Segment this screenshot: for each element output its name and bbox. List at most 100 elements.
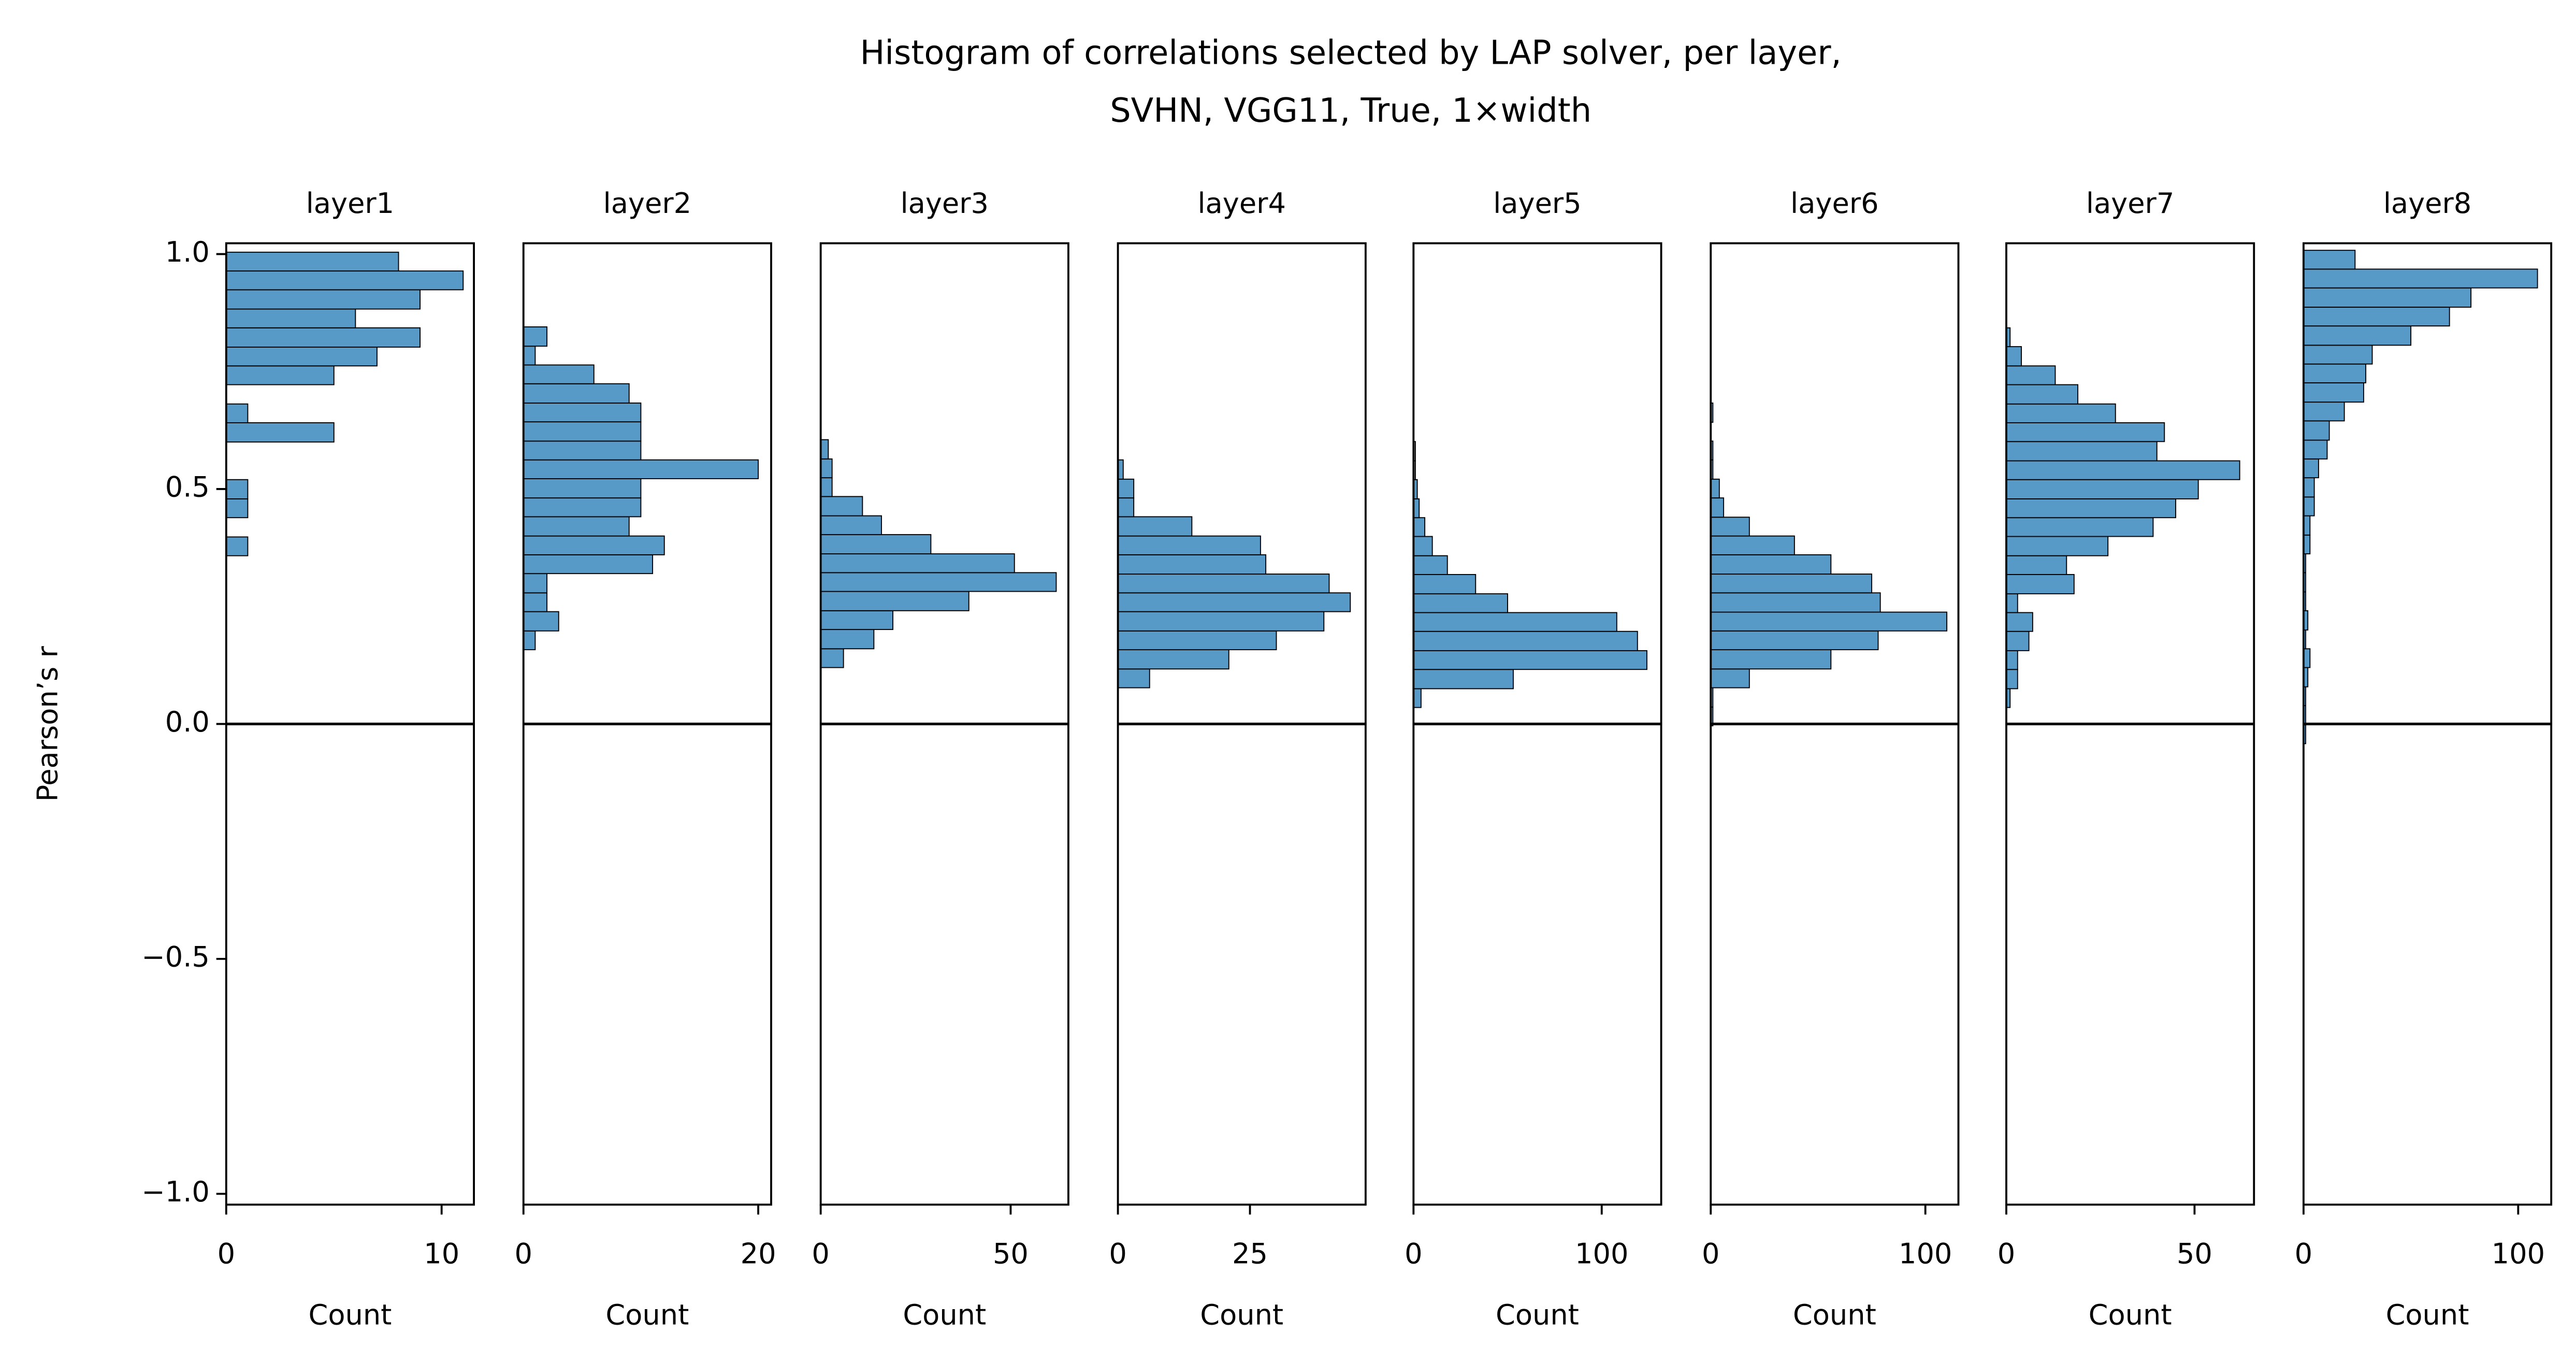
- x-axis-label: Count: [605, 1299, 689, 1331]
- x-tick-label: 0: [1998, 1238, 2015, 1270]
- y-axis-label: Pearson’s r: [31, 646, 64, 802]
- subplot-title: layer3: [901, 187, 989, 220]
- bar: [225, 327, 421, 348]
- bar: [2006, 498, 2177, 519]
- bar: [2006, 593, 2018, 613]
- bar: [1413, 555, 1448, 575]
- bar: [523, 516, 630, 537]
- axes-frame: [1117, 242, 1367, 1206]
- bar: [523, 402, 642, 423]
- bar: [1117, 478, 1135, 499]
- bar: [2303, 250, 2356, 270]
- x-axis-label: Count: [2386, 1299, 2469, 1331]
- figure-title: SVHN, VGG11, True, 1×width: [1110, 92, 1591, 130]
- bar: [225, 251, 399, 272]
- bar: [225, 422, 335, 443]
- bar: [2006, 630, 2030, 651]
- subplot-title: layer7: [2086, 187, 2174, 220]
- bar: [1413, 536, 1433, 556]
- bar: [2006, 612, 2033, 632]
- bar: [225, 479, 249, 499]
- bar: [2006, 422, 2165, 442]
- x-tick-label: 0: [812, 1238, 829, 1270]
- bar: [523, 497, 642, 518]
- x-tick-label: 100: [1575, 1238, 1628, 1270]
- bar: [2006, 479, 2199, 499]
- bar: [523, 346, 536, 366]
- bar: [1710, 611, 1948, 632]
- bar: [2303, 420, 2330, 441]
- y-tick-label: −1.0: [141, 1175, 210, 1208]
- bar: [225, 498, 249, 519]
- bar: [523, 611, 559, 632]
- bar: [2006, 669, 2018, 690]
- x-tick-label: 10: [424, 1238, 459, 1270]
- subplot-title: layer8: [2383, 187, 2471, 220]
- x-axis-label: Count: [308, 1299, 392, 1331]
- bar: [1117, 535, 1261, 555]
- y-tick-label: −0.5: [141, 941, 210, 973]
- bar: [1710, 517, 1750, 537]
- bar: [1413, 650, 1647, 670]
- bar: [2303, 402, 2345, 422]
- bar: [1117, 516, 1193, 537]
- bar: [820, 496, 863, 517]
- axes-frame: [1412, 242, 1662, 1206]
- bar: [1413, 593, 1508, 613]
- axes-frame: [2005, 242, 2255, 1206]
- x-axis-label: Count: [1793, 1299, 1876, 1331]
- bar: [820, 477, 833, 497]
- x-axis-label: Count: [903, 1299, 986, 1331]
- bar: [2006, 384, 2079, 405]
- bar: [523, 630, 536, 651]
- bar: [225, 270, 464, 291]
- x-tick-label: 50: [2177, 1238, 2212, 1270]
- bar: [523, 421, 642, 442]
- bar: [2303, 325, 2412, 346]
- bar: [1117, 574, 1330, 594]
- bar: [1413, 574, 1477, 595]
- bar: [2006, 460, 2240, 480]
- x-tick-label: 0: [2295, 1238, 2312, 1270]
- bar: [1710, 497, 1725, 518]
- bar: [820, 610, 893, 630]
- bar: [1710, 574, 1873, 594]
- bar: [1413, 669, 1514, 690]
- x-tick-label: 0: [218, 1238, 235, 1270]
- x-axis-label: Count: [1200, 1299, 1283, 1331]
- bar: [225, 308, 356, 328]
- bar: [2303, 439, 2328, 460]
- bar: [1117, 611, 1325, 632]
- bar: [225, 403, 249, 423]
- bar: [2303, 268, 2538, 289]
- bar: [820, 572, 1057, 592]
- subplot-title: layer5: [1493, 187, 1581, 220]
- x-tick-label: 0: [1109, 1238, 1126, 1270]
- bar: [523, 554, 654, 575]
- bar: [1710, 668, 1750, 689]
- bar: [523, 440, 642, 461]
- subplot-title: layer2: [603, 187, 691, 220]
- bar: [2006, 536, 2109, 556]
- bar: [523, 383, 630, 404]
- bar: [2006, 441, 2158, 462]
- bar: [523, 573, 548, 594]
- bar: [1710, 630, 1879, 651]
- bar: [523, 326, 548, 347]
- bar: [820, 591, 969, 611]
- bar: [1710, 535, 1795, 555]
- bar: [820, 553, 1015, 574]
- bar: [1117, 668, 1150, 689]
- bar: [2303, 477, 2315, 498]
- bar: [2303, 496, 2315, 517]
- bar: [2006, 574, 2075, 595]
- bar: [1117, 630, 1277, 651]
- bar: [523, 459, 759, 479]
- y-tick-label: 0.0: [165, 706, 210, 738]
- axes-frame: [819, 242, 1069, 1206]
- x-axis-label: Count: [1496, 1299, 1579, 1331]
- bar: [820, 534, 932, 555]
- bar: [2303, 458, 2319, 479]
